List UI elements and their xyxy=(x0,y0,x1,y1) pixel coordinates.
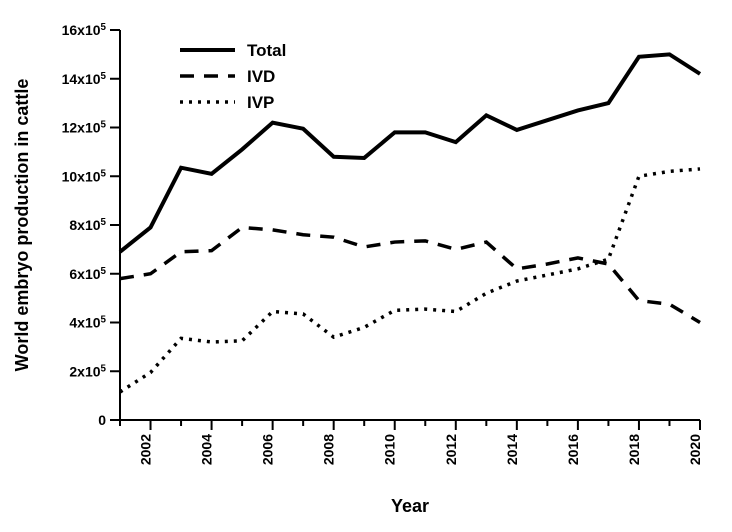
x-tick-label: 2020 xyxy=(687,434,703,465)
chart-container: 2002 2004 2006 2008 2010 2012 2014 2016 2018 2020… xyxy=(0,0,732,532)
x-tick-label: 2010 xyxy=(382,434,398,465)
x-tick-label: 2006 xyxy=(260,434,276,465)
x-tick-label: 2002 xyxy=(138,434,154,465)
legend-label-ivd: IVD xyxy=(247,67,275,86)
series-ivd xyxy=(120,227,700,322)
x-tick-label: 2008 xyxy=(321,434,337,465)
y-tick-label: 10x105 xyxy=(62,168,107,185)
y-tick-label: 0 xyxy=(98,412,106,428)
y-tick-label: 4x105 xyxy=(69,314,106,331)
y-tick-label: 8x105 xyxy=(69,217,106,234)
x-axis-label: Year xyxy=(391,496,429,516)
x-tick-label: 2014 xyxy=(504,434,520,465)
x-tick-label: 2018 xyxy=(626,434,642,465)
series-ivp xyxy=(120,169,700,392)
legend-label-ivp: IVP xyxy=(247,93,274,112)
y-tick-label: 14x105 xyxy=(62,70,107,87)
y-tick-label: 12x105 xyxy=(62,119,107,136)
legend-label-total: Total xyxy=(247,41,286,60)
line-chart: 2002 2004 2006 2008 2010 2012 2014 2016 2018 2020… xyxy=(0,0,732,532)
y-tick-label: 2x105 xyxy=(69,363,106,380)
y-tick-label: 6x105 xyxy=(69,265,106,282)
y-axis-label: World embryo production in cattle xyxy=(12,79,32,372)
series-total xyxy=(120,54,700,251)
x-tick-label: 2004 xyxy=(199,434,215,465)
x-tick-label: 2012 xyxy=(443,434,459,465)
y-tick-label: 16x105 xyxy=(62,22,107,39)
x-tick-label: 2016 xyxy=(565,434,581,465)
